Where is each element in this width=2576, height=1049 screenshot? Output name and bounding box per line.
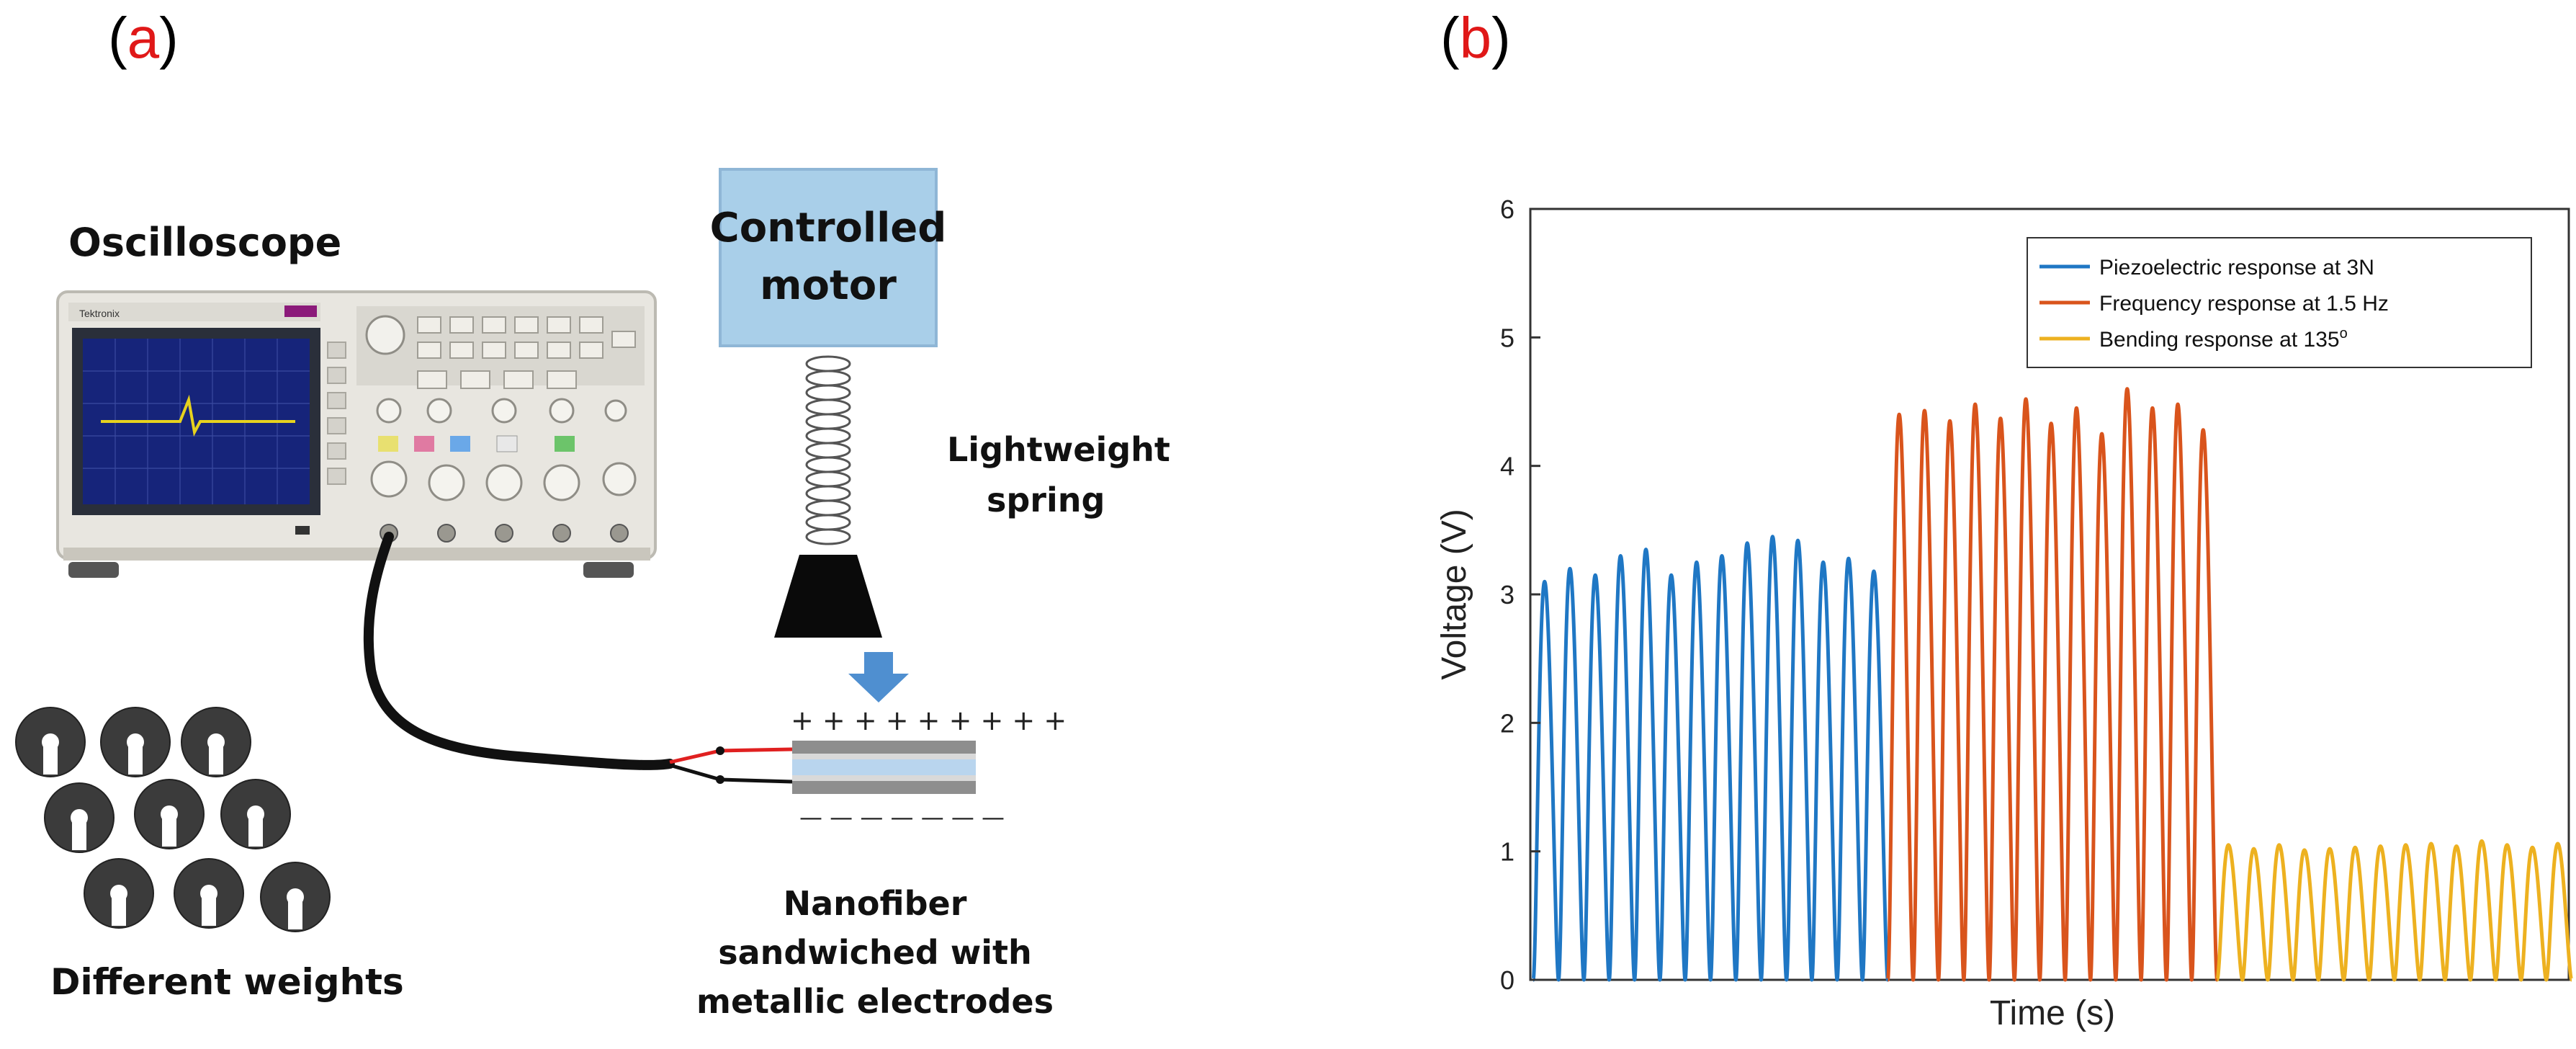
y-tick-label: 4 xyxy=(1500,452,1514,481)
black-wire-clip xyxy=(716,775,724,784)
series-line-frequency xyxy=(1885,387,2220,982)
legend-label-bending-sup: o xyxy=(2340,326,2348,342)
oscilloscope-brand: Tektronix xyxy=(79,308,120,319)
y-tick-label: 0 xyxy=(1500,965,1514,995)
red-wire-clip xyxy=(716,746,724,755)
spring-label-line2: spring xyxy=(987,481,1105,519)
positive-charges: + + + + + + + + + xyxy=(791,705,1067,736)
nanofiber-label-line1: Nanofiber xyxy=(784,884,967,923)
panel-a-paren-close: ) xyxy=(159,6,179,70)
y-tick-label: 3 xyxy=(1500,580,1514,610)
panel-a-letter: (a) xyxy=(108,6,179,70)
motor-box xyxy=(719,168,938,347)
weights-label: Different weights xyxy=(50,961,404,1003)
oscilloscope-icon: Tektronix xyxy=(56,290,657,578)
panel-a-letter-text: a xyxy=(127,6,160,70)
y-ticks: 0 1 2 3 4 5 6 xyxy=(1500,195,1540,995)
panel-b-letter-text: b xyxy=(1460,6,1492,70)
series-line-piezo xyxy=(1531,535,1890,982)
legend-label-frequency: Frequency response at 1.5 Hz xyxy=(2099,292,2389,316)
panel-a-paren-open: ( xyxy=(108,6,127,70)
series-line-bending xyxy=(2215,839,2574,982)
spring-icon xyxy=(805,355,851,545)
pressing-head xyxy=(774,555,882,638)
nanofiber-label-line3: metallic electrodes xyxy=(696,982,1054,1021)
motor-label-line1: Controlled xyxy=(710,205,947,251)
chart-legend: Piezoelectric response at 3N Frequency r… xyxy=(2027,237,2532,368)
y-tick-label: 5 xyxy=(1500,323,1514,352)
panel-b-paren-close: ) xyxy=(1491,6,1511,70)
y-tick-label: 2 xyxy=(1500,708,1514,738)
down-arrow-icon xyxy=(848,652,909,702)
y-tick-label: 1 xyxy=(1500,837,1514,867)
y-tick-label: 6 xyxy=(1500,195,1514,224)
x-axis-label: Time (s) xyxy=(1990,994,2115,1032)
panel-b: (b) 0 1 2 3 4 5 6 Voltage (V) Time (s) Piezoel… xyxy=(1435,6,2574,1032)
oscilloscope-label: Oscilloscope xyxy=(68,220,341,265)
weights-icon xyxy=(15,707,331,932)
nanofiber-sample xyxy=(792,741,976,794)
signal-cable xyxy=(363,532,675,770)
spring-label-line1: Lightweight xyxy=(947,430,1170,469)
red-wire xyxy=(669,747,793,764)
legend-label-bending: Bending response at 135o xyxy=(2099,326,2348,352)
nanofiber-label-line2: sandwiched with xyxy=(718,933,1032,972)
legend-label-piezo: Piezoelectric response at 3N xyxy=(2099,256,2374,280)
negative-charges: — — — — — — — xyxy=(799,803,1005,831)
voltage-chart: 0 1 2 3 4 5 6 Voltage (V) Time (s) Piezoelectr… xyxy=(1435,195,2574,1032)
panel-b-letter: (b) xyxy=(1440,6,1511,70)
panel-a: (a) Oscilloscope Tektronix xyxy=(15,6,1170,1021)
panel-b-paren-open: ( xyxy=(1440,6,1460,70)
black-wire xyxy=(669,763,793,784)
y-axis-label: Voltage (V) xyxy=(1435,509,1473,679)
legend-label-bending-text: Bending response at 135 xyxy=(2099,328,2340,352)
motor-label-line2: motor xyxy=(760,262,897,309)
series-layer xyxy=(1531,387,2574,982)
